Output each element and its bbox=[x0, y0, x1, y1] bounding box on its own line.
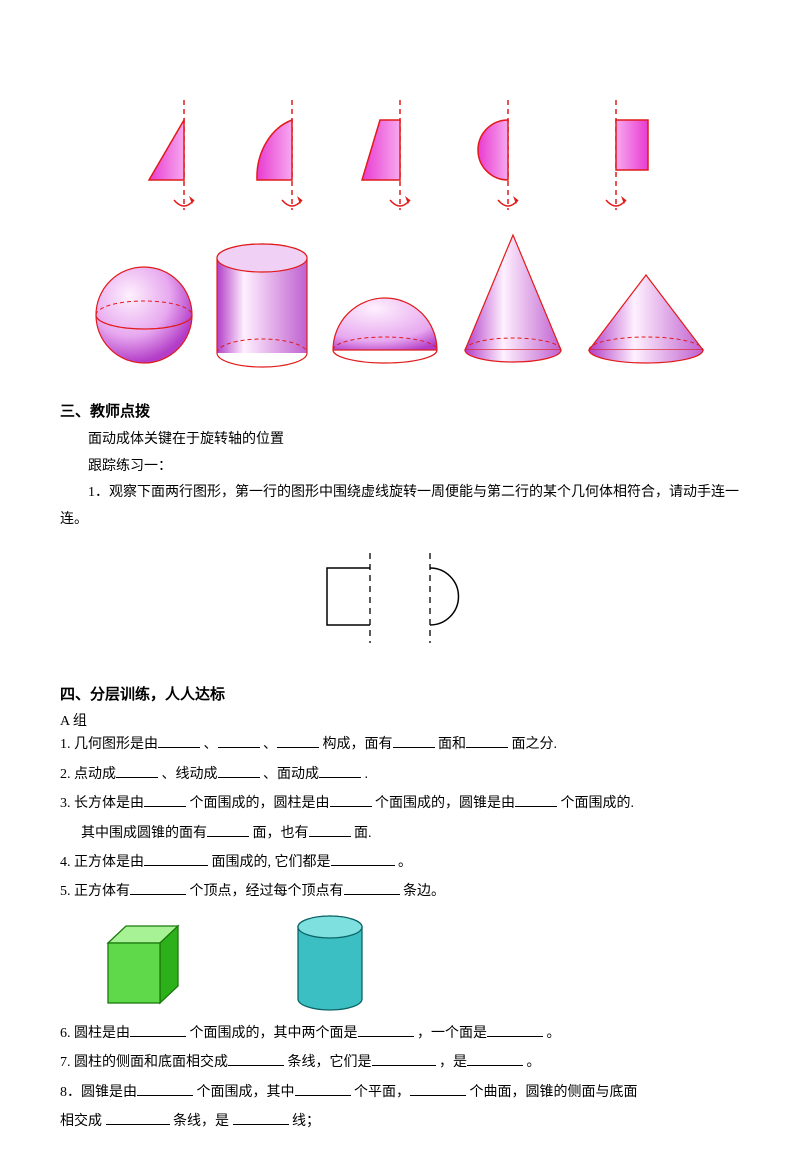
q3-sub-b: 面，也有 bbox=[253, 826, 309, 841]
solid-sphere bbox=[89, 260, 199, 370]
q6-part-d: 。 bbox=[547, 1026, 561, 1041]
section4-title: 四、分层训练，人人达标 bbox=[60, 683, 740, 704]
group-a-label: A 组 bbox=[60, 710, 740, 730]
q5-part-a: 5. 正方体有 bbox=[60, 884, 130, 899]
blank[interactable] bbox=[144, 792, 186, 807]
q1-part-e: 面和 bbox=[438, 737, 466, 752]
blank[interactable] bbox=[277, 733, 319, 748]
q3-part-b: 个面围成的，圆柱是由 bbox=[190, 796, 330, 811]
q6-part-b: 个面围成的，其中两个面是 bbox=[190, 1026, 358, 1041]
question-4: 4. 正方体是由 面围成的, 它们都是 。 bbox=[60, 848, 740, 877]
question-8: 8．圆锥是由 个面围成，其中 个平面， 个曲面，圆锥的侧面与底面 相交成 条线，… bbox=[60, 1078, 740, 1137]
question-1: 1. 几何图形是由 、 、 构成，面有 面和 面之分. bbox=[60, 730, 740, 759]
blank[interactable] bbox=[130, 880, 186, 895]
q8-part-b: 个面围成，其中 bbox=[197, 1085, 295, 1100]
inline-solids bbox=[90, 913, 740, 1013]
solid-cylinder bbox=[207, 240, 317, 370]
blank[interactable] bbox=[116, 763, 158, 778]
blank[interactable] bbox=[372, 1051, 436, 1066]
q2-part-b: 、线动成 bbox=[162, 767, 218, 782]
section3-title: 三、教师点拨 bbox=[60, 400, 740, 421]
solids-row bbox=[60, 230, 740, 370]
q7-part-a: 7. 圆柱的侧面和底面相交成 bbox=[60, 1055, 228, 1070]
q8-part-c: 个平面， bbox=[354, 1085, 410, 1100]
q3-part-a: 3. 长方体是由 bbox=[60, 796, 144, 811]
q1-part-a: 1. 几何图形是由 bbox=[60, 737, 158, 752]
solid-hemisphere bbox=[325, 290, 445, 370]
q6-part-c: ，一个面是 bbox=[417, 1026, 487, 1041]
blank[interactable] bbox=[295, 1081, 351, 1096]
blank[interactable] bbox=[158, 733, 200, 748]
question-7: 7. 圆柱的侧面和底面相交成 条线，它们是 ，是 。 bbox=[60, 1048, 740, 1077]
q3-part-c: 个面围成的，圆锥是由 bbox=[375, 796, 515, 811]
blank[interactable] bbox=[410, 1081, 466, 1096]
exercise-shapes bbox=[60, 553, 740, 643]
rotation-profiles-row bbox=[60, 100, 740, 220]
blank[interactable] bbox=[309, 822, 351, 837]
q1-part-c: 、 bbox=[263, 737, 277, 752]
exercise-half-circle bbox=[415, 553, 485, 643]
blank[interactable] bbox=[331, 851, 395, 866]
q1-part-b: 、 bbox=[204, 737, 218, 752]
profile-trapezoid bbox=[360, 100, 440, 220]
blank[interactable] bbox=[130, 1022, 186, 1037]
q7-part-d: 。 bbox=[527, 1055, 541, 1070]
blank[interactable] bbox=[393, 733, 435, 748]
q2-part-a: 2. 点动成 bbox=[60, 767, 116, 782]
section3-p1: 面动成体关键在于旋转轴的位置 bbox=[60, 427, 740, 454]
solid-cone-short bbox=[581, 270, 711, 370]
question-6: 6. 圆柱是由 个面围成的，其中两个面是 ，一个面是 。 bbox=[60, 1019, 740, 1048]
q5-part-b: 个顶点，经过每个顶点有 bbox=[190, 884, 344, 899]
profile-triangle bbox=[144, 100, 224, 220]
section3-p2: 跟踪练习一： bbox=[60, 454, 740, 481]
q4-part-b: 面围成的, 它们都是 bbox=[212, 855, 331, 870]
q3-part-d: 个面围成的. bbox=[561, 796, 635, 811]
green-cube bbox=[90, 918, 190, 1013]
q4-part-c: 。 bbox=[398, 855, 412, 870]
blank[interactable] bbox=[207, 822, 249, 837]
q6-part-a: 6. 圆柱是由 bbox=[60, 1026, 130, 1041]
q8-part-e: 相交成 bbox=[60, 1114, 106, 1129]
q3-sub-c: 面. bbox=[354, 826, 372, 841]
q8-part-f: 条线，是 bbox=[173, 1114, 233, 1129]
q2-part-c: 、面动成 bbox=[263, 767, 319, 782]
q7-part-c: ，是 bbox=[439, 1055, 467, 1070]
profile-half-circle bbox=[468, 100, 548, 220]
blank[interactable] bbox=[233, 1110, 289, 1125]
blank[interactable] bbox=[137, 1081, 193, 1096]
exercise-rectangle bbox=[315, 553, 385, 643]
blank[interactable] bbox=[358, 1022, 414, 1037]
blank[interactable] bbox=[487, 1022, 543, 1037]
blank[interactable] bbox=[467, 1051, 523, 1066]
q2-part-d: . bbox=[365, 767, 369, 782]
blank[interactable] bbox=[319, 763, 361, 778]
blank[interactable] bbox=[515, 792, 557, 807]
blank[interactable] bbox=[106, 1110, 170, 1125]
question-2: 2. 点动成 、线动成 、面动成 . bbox=[60, 760, 740, 789]
solid-cone bbox=[453, 230, 573, 370]
q4-part-a: 4. 正方体是由 bbox=[60, 855, 144, 870]
blank[interactable] bbox=[228, 1051, 284, 1066]
q8-part-g: 线； bbox=[292, 1114, 320, 1129]
blank[interactable] bbox=[344, 880, 400, 895]
blank[interactable] bbox=[144, 851, 208, 866]
q8-part-d: 个曲面，圆锥的侧面与底面 bbox=[470, 1085, 638, 1100]
blank[interactable] bbox=[218, 733, 260, 748]
question-5: 5. 正方体有 个顶点，经过每个顶点有 条边。 bbox=[60, 877, 740, 906]
section3-p3: 1．观察下面两行图形，第一行的图形中围绕虚线旋转一周便能与第二行的某个几何体相符… bbox=[60, 480, 740, 533]
q1-part-f: 面之分. bbox=[512, 737, 558, 752]
blank[interactable] bbox=[466, 733, 508, 748]
profile-rectangle bbox=[576, 100, 656, 220]
q1-part-d: 构成，面有 bbox=[323, 737, 393, 752]
q3-sub-a: 其中围成圆锥的面有 bbox=[81, 826, 207, 841]
q7-part-b: 条线，它们是 bbox=[288, 1055, 372, 1070]
q5-part-c: 条边。 bbox=[403, 884, 445, 899]
question-3: 3. 长方体是由 个面围成的，圆柱是由 个面围成的，圆锥是由 个面围成的. 其中… bbox=[60, 789, 740, 848]
q8-part-a: 8．圆锥是由 bbox=[60, 1085, 137, 1100]
blank[interactable] bbox=[218, 763, 260, 778]
blank[interactable] bbox=[330, 792, 372, 807]
profile-quarter-circle bbox=[252, 100, 332, 220]
teal-cylinder bbox=[290, 913, 370, 1013]
